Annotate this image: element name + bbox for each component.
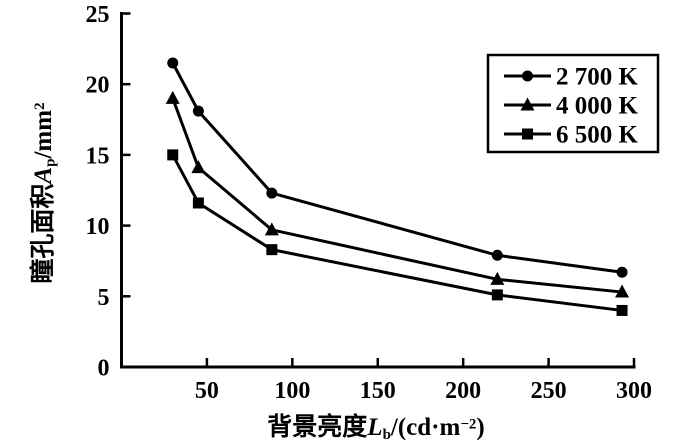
legend-label: 6 500 K <box>556 122 639 149</box>
y-axis-subscript: p <box>42 158 59 167</box>
y-tick-label: 15 <box>86 143 110 169</box>
y-axis-title-cjk: 瞳孔面积 <box>29 183 57 284</box>
marker-triangle <box>165 90 180 104</box>
legend-entry: 2 700 K <box>504 64 639 91</box>
legend-entry: 6 500 K <box>504 122 639 149</box>
legend-label: 4 000 K <box>556 93 639 120</box>
legend: 2 700 K4 000 K6 500 K <box>486 53 660 154</box>
marker-square <box>266 244 278 256</box>
x-axis-subscript: b <box>382 426 391 443</box>
x-tick-label: 300 <box>616 378 652 404</box>
x-axis-superscript: −2 <box>460 416 477 433</box>
marker-circle <box>491 249 503 261</box>
x-tick-label: 200 <box>445 378 481 404</box>
marker-circle <box>522 70 533 82</box>
x-tick-label: 100 <box>274 378 310 404</box>
marker-square <box>167 149 179 161</box>
marker-triangle <box>191 160 206 174</box>
marker-triangle <box>264 222 279 236</box>
series-line <box>171 154 623 312</box>
y-tick-label: 25 <box>86 2 110 28</box>
marker-square <box>616 304 628 316</box>
x-axis-unit: /(cd·m <box>390 414 461 441</box>
marker-square <box>192 197 204 209</box>
marker-circle <box>167 57 179 69</box>
axes <box>120 12 636 369</box>
x-axis-variable: L <box>367 414 383 441</box>
marker-square <box>491 289 503 301</box>
x-axis-title-cjk: 背景亮度 <box>267 414 368 441</box>
marker-triangle <box>615 284 630 298</box>
y-tick-label: 20 <box>86 73 110 99</box>
tick-marks <box>122 12 636 369</box>
y-tick-label: 0 <box>98 356 110 382</box>
x-tick-label: 250 <box>531 378 567 404</box>
y-axis-title: 瞳孔面积Ap/mm2 <box>24 43 59 343</box>
series-2-700-k <box>167 57 628 278</box>
marker-circle <box>616 266 628 278</box>
legend-label: 2 700 K <box>556 64 639 91</box>
y-tick-label: 5 <box>98 285 110 311</box>
x-tick-label: 50 <box>195 378 219 404</box>
marker-circle <box>192 105 204 117</box>
series-4-000-k <box>165 90 630 298</box>
axis-spines <box>120 12 636 369</box>
y-tick-label: 10 <box>86 214 110 240</box>
marker-triangle <box>490 271 505 285</box>
y-axis-superscript: 2 <box>32 102 48 110</box>
legend-box <box>486 53 660 154</box>
x-axis-unit-close: ) <box>476 414 485 441</box>
tick-labels: 0 5 10 15 20 25 50 100 150 200 250 300 <box>86 2 653 404</box>
marker-triangle <box>520 97 535 111</box>
x-axis-title: 背景亮度Lb/(cd·m−2) <box>120 407 632 444</box>
marker-circle <box>266 187 278 199</box>
y-axis-variable: A <box>29 166 57 184</box>
marker-square <box>522 128 533 140</box>
y-axis-unit: /mm <box>29 109 57 159</box>
x-tick-label: 150 <box>360 378 396 404</box>
series-6-500-k <box>167 149 628 316</box>
legend-entry: 4 000 K <box>504 93 639 120</box>
